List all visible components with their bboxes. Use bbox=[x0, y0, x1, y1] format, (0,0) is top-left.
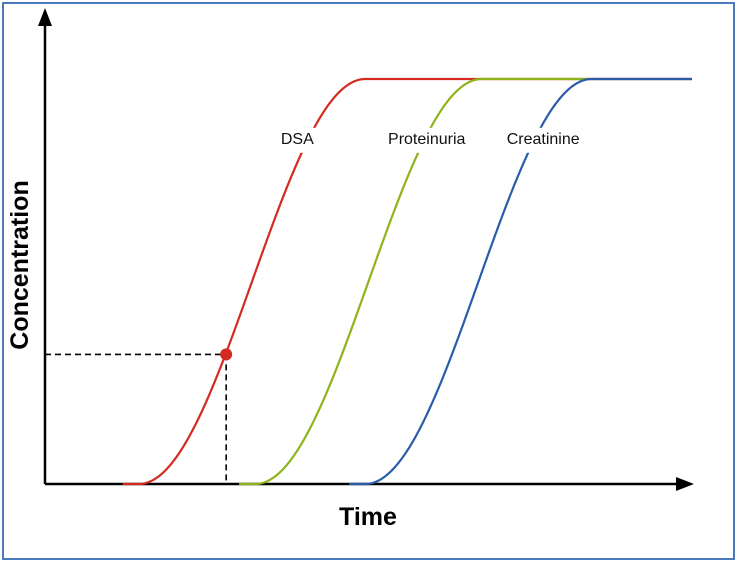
series-label-proteinuria: Proteinuria bbox=[388, 131, 465, 148]
series-label-bg-proteinuria bbox=[383, 127, 471, 153]
annotation-marker-dot bbox=[220, 348, 233, 361]
y-axis-title: Concentration bbox=[6, 180, 34, 349]
series-label-bg-creatinine bbox=[501, 127, 585, 153]
annotation-marker-layer bbox=[220, 348, 233, 361]
series-labels: DSA Proteinuria Creatinine bbox=[275, 127, 585, 153]
annotation-guides bbox=[45, 353, 227, 484]
series-label-bg-dsa bbox=[275, 127, 320, 153]
x-axis-arrow bbox=[676, 477, 694, 491]
series-label-dsa: DSA bbox=[281, 131, 314, 148]
series-line-creatinine bbox=[349, 77, 692, 486]
y-axis-arrow bbox=[38, 8, 52, 26]
axes bbox=[38, 8, 694, 491]
series-label-creatinine: Creatinine bbox=[507, 131, 580, 148]
series-curves bbox=[122, 77, 692, 486]
x-axis-title: Time bbox=[339, 503, 397, 531]
